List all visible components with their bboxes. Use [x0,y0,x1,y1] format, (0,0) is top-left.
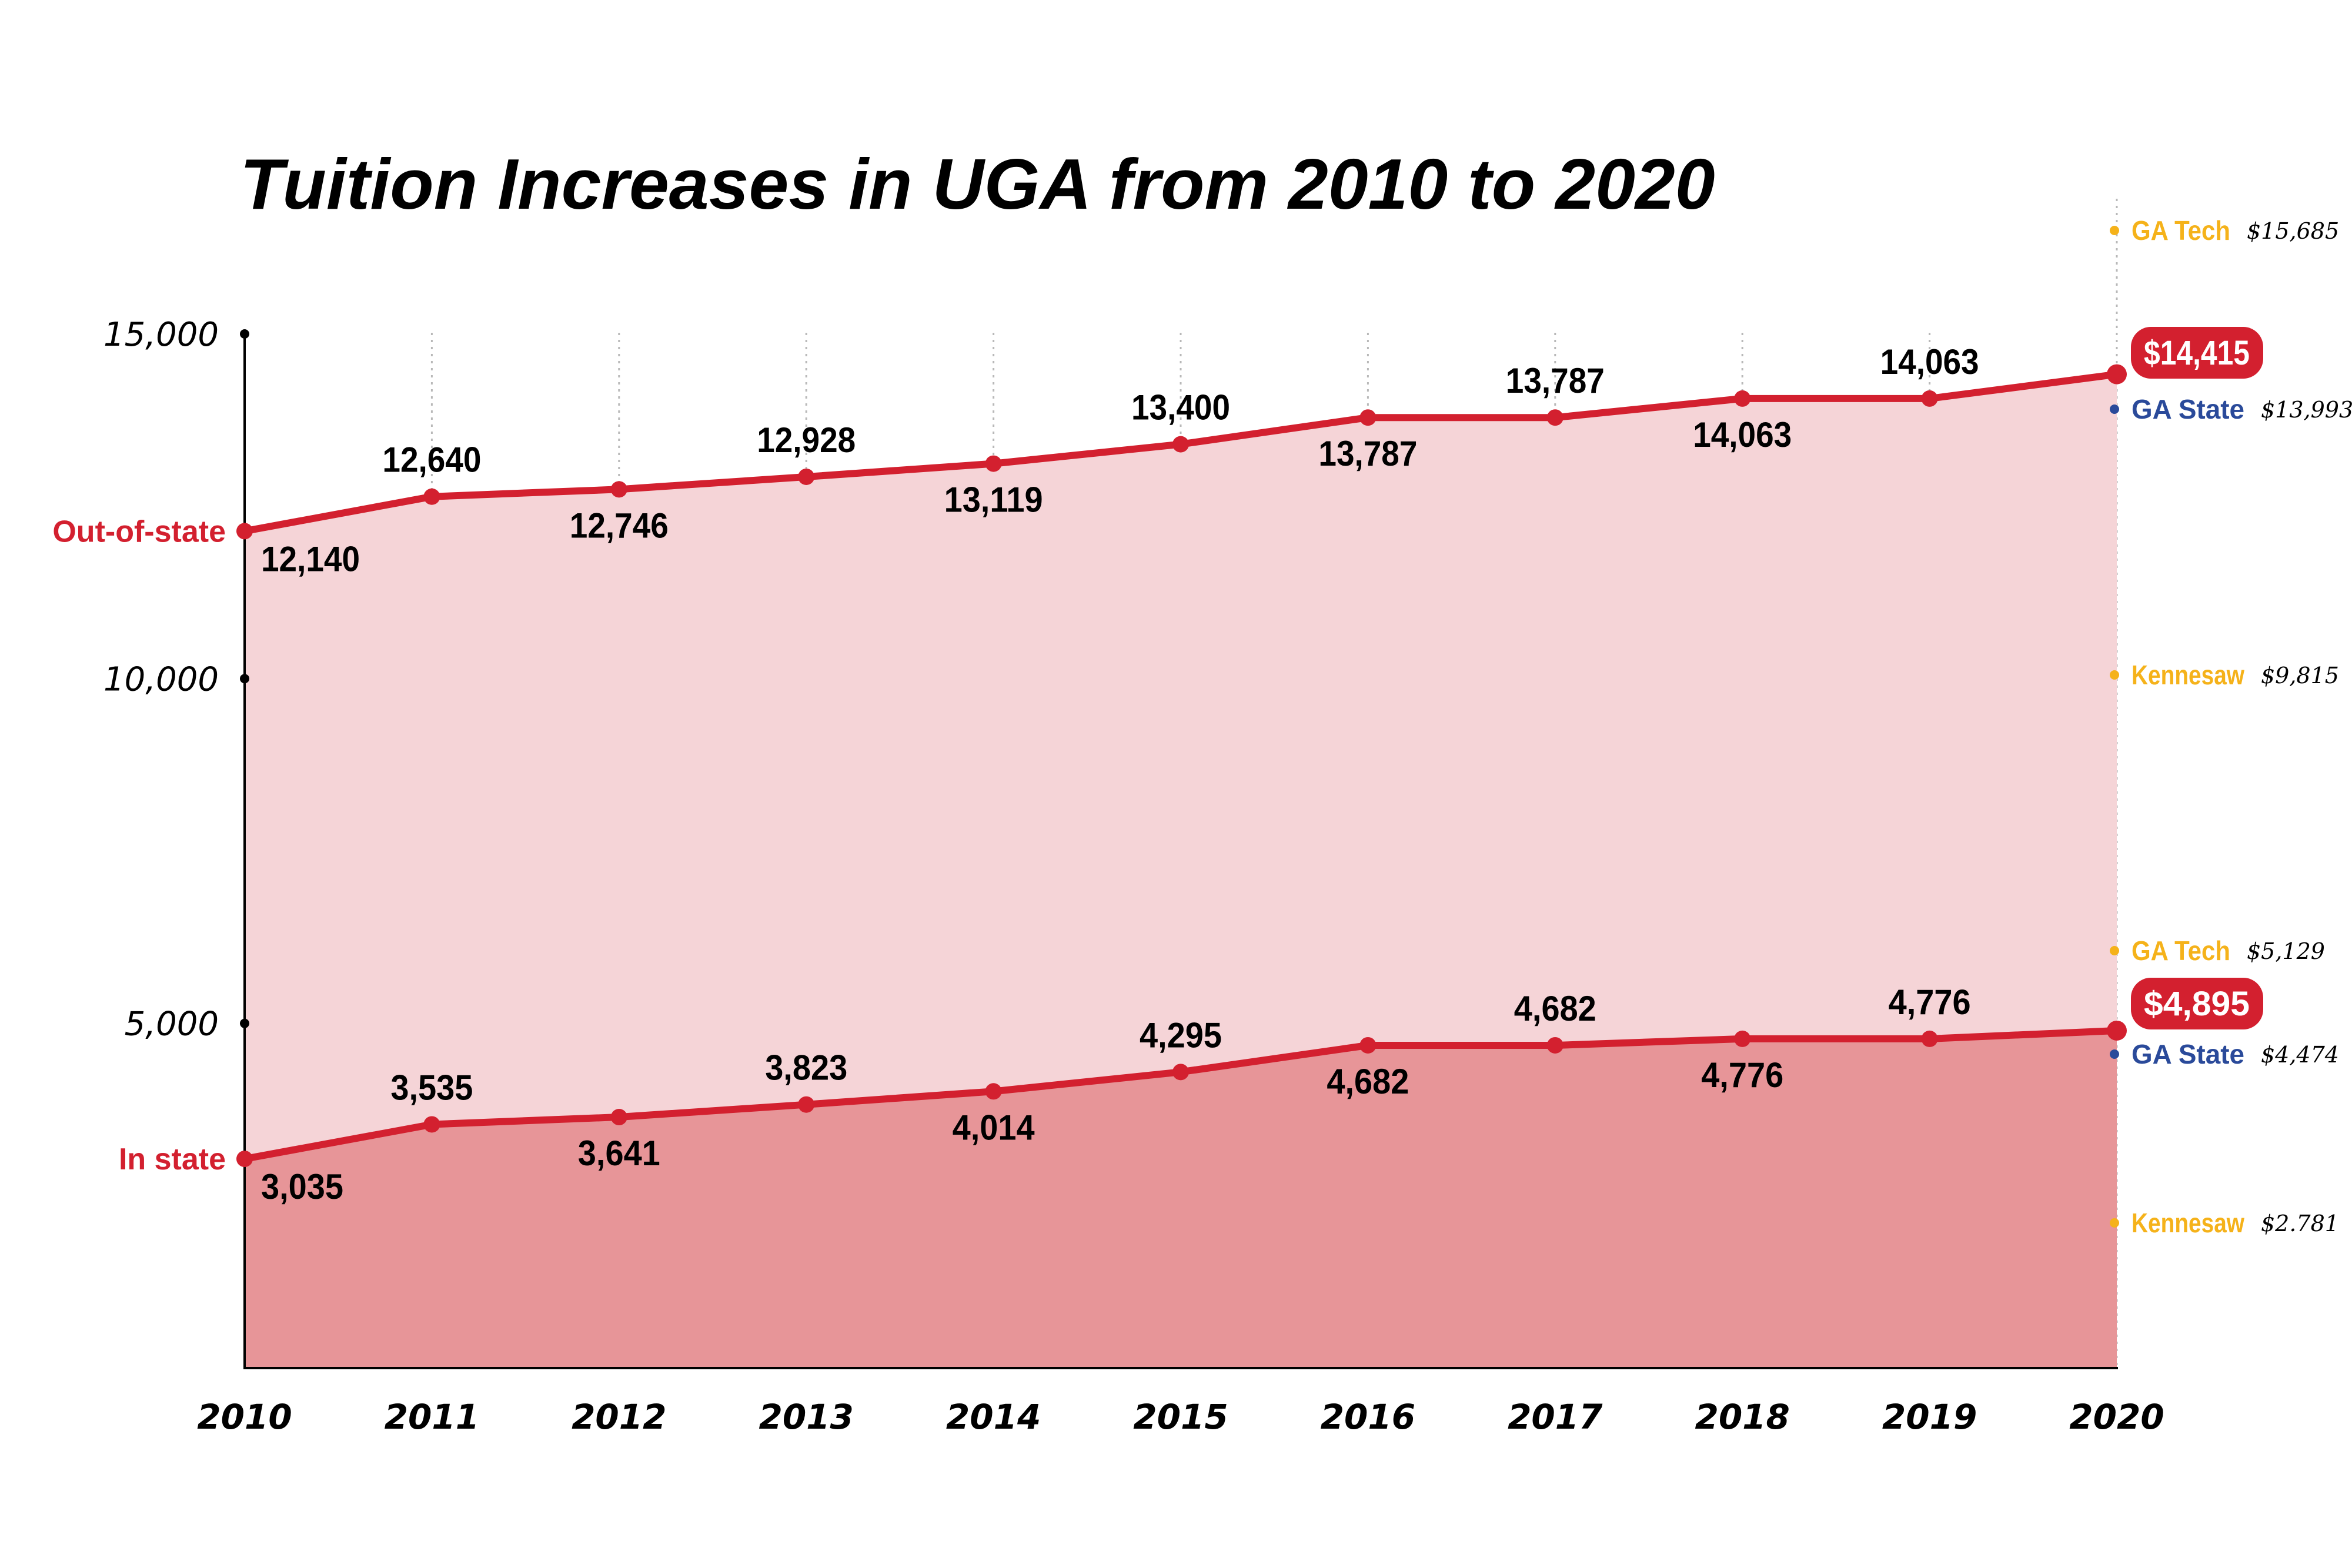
in-state-point [236,1151,253,1168]
in-state-point [985,1083,1002,1100]
chart-title: Tuition Increases in UGA from 2010 to 20… [240,144,1715,224]
comparison-school-name: GA Tech [2132,935,2230,966]
comparison-school-name: Kennesaw [2132,660,2244,690]
comparison-school-name: Kennesaw [2132,1208,2244,1238]
out-of-state-final-badge [2131,327,2263,379]
x-tick-label: 2015 [1133,1397,1228,1437]
in-state-data-label: 3,035 [261,1167,343,1206]
out-of-state-point [1921,390,1938,407]
out-of-state-point [1172,436,1189,453]
out-of-state-point [2107,364,2127,385]
in-state-point [423,1116,440,1133]
out-of-state-area [245,374,2117,1159]
out-of-state-point [1359,409,1377,426]
in-state-data-label: 4,776 [1701,1055,1783,1095]
x-tick-label: 2010 [197,1397,292,1437]
comparison-dot [2110,226,2119,235]
comparison-school-name: GA State [2132,1039,2244,1069]
in-state-data-label: 3,823 [765,1048,847,1088]
in-state-series-name: In state [119,1142,226,1176]
out-of-state-data-label: 12,140 [261,539,360,579]
comparison-dot [2110,1218,2119,1228]
in-state-data-label: 4,014 [953,1108,1035,1147]
in-state-data-label: 4,682 [1327,1062,1409,1101]
out-of-state-point [236,523,253,540]
x-tick-label: 2013 [759,1397,853,1437]
y-tick-dot [240,674,249,684]
in-state-data-label: 4,682 [1514,989,1596,1028]
out-of-state-data-label: 13,787 [1318,434,1417,473]
x-tick-label: 2019 [1882,1397,1977,1437]
in-state-data-label: 3,641 [578,1134,660,1173]
out-of-state-data-label: 12,746 [570,506,669,545]
out-of-state-point [1734,390,1751,407]
y-tick-dot [240,329,249,339]
comparison-dot [2110,946,2119,955]
x-tick-label: 2011 [385,1397,479,1437]
out-of-state-point [1546,409,1563,426]
out-of-state-data-label: 14,063 [1693,415,1792,454]
in-state-data-label: 4,776 [1889,982,1971,1022]
comparison-dot [2110,670,2119,680]
out-of-state-point [798,468,815,485]
comparison-value: $13,993 [2261,397,2352,423]
in-state-point [1921,1030,1938,1047]
x-tick-label: 2017 [1508,1397,1603,1437]
out-of-state-point [610,481,627,498]
comparison-value: $15,685 [2247,218,2339,244]
y-tick-dot [240,1018,249,1028]
out-of-state-point [985,455,1002,472]
in-state-point [1546,1037,1563,1054]
out-of-state-data-label: 12,640 [382,440,481,480]
in-state-final-value: $4,895 [2144,985,2250,1023]
out-of-state-series-name: Out-of-state [52,514,226,549]
comparison-school-name: GA State [2132,394,2244,424]
x-tick-label: 2018 [1695,1397,1789,1437]
comparison-value: $9,815 [2261,663,2339,688]
in-state-final-badge [2131,978,2263,1029]
in-state-point [1734,1030,1751,1047]
x-tick-label: 2016 [1321,1397,1415,1437]
comparison-value: $5,129 [2247,938,2325,964]
in-state-data-label: 3,535 [390,1068,473,1107]
comparison-dot [2110,1049,2119,1059]
comparison-value: $2.781 [2261,1211,2339,1236]
x-tick-label: 2012 [572,1397,666,1437]
in-state-area [245,1031,2117,1368]
y-tick-label: 10,000 [103,660,219,698]
in-state-data-label: 4,295 [1140,1015,1222,1055]
in-state-point [1359,1037,1377,1054]
out-of-state-data-label: 12,928 [757,420,856,460]
out-of-state-data-label: 13,787 [1506,361,1605,400]
in-state-point [610,1109,627,1126]
y-tick-label: 5,000 [125,1005,219,1044]
comparison-dot [2110,404,2119,414]
out-of-state-data-label: 13,119 [944,480,1043,520]
x-tick-label: 2020 [2069,1397,2164,1437]
out-of-state-final-value: $14,415 [2144,334,2250,372]
in-state-point [2107,1020,2127,1041]
out-of-state-data-label: 13,400 [1131,388,1230,427]
comparison-school-name: GA Tech [2132,215,2230,246]
out-of-state-point [423,488,440,505]
x-tick-label: 2014 [946,1397,1041,1437]
in-state-point [1172,1064,1189,1081]
in-state-point [798,1096,815,1113]
out-of-state-data-label: 14,063 [1880,342,1979,382]
comparison-value: $4,474 [2261,1042,2339,1068]
y-tick-label: 15,000 [103,316,219,354]
